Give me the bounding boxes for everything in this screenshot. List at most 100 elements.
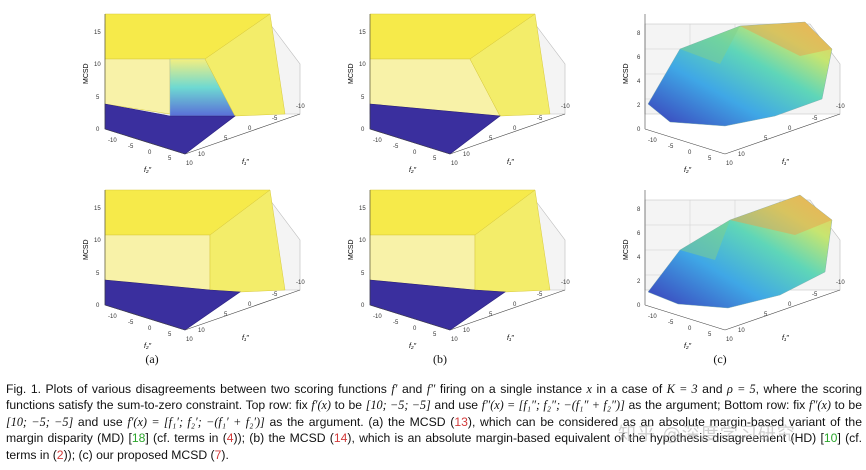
equation-ref-link[interactable]: 4: [226, 431, 234, 446]
x-tick: -10: [108, 314, 117, 320]
equation-ref-link[interactable]: 2: [56, 447, 64, 462]
x-tick: -10: [108, 138, 117, 144]
caption-text: ] (cf. terms in (: [145, 431, 227, 446]
caption-text: ).: [221, 447, 229, 462]
y-tick: -5: [537, 116, 543, 122]
citation-link[interactable]: 10: [823, 431, 838, 446]
x-tick: 10: [186, 337, 193, 343]
caption-math: f′(x): [311, 398, 331, 413]
equation-ref-link[interactable]: 13: [454, 414, 468, 429]
caption-math: x: [586, 382, 592, 396]
caption-math: f′(x) = [f₁′; f₂′; −(f₁′ + f₂′)]: [127, 414, 265, 429]
caption-text: ] (cf. terms in (: [6, 431, 863, 462]
y-tick: 5: [489, 136, 493, 142]
caption-math: f″(x): [808, 398, 831, 413]
y-tick: -10: [561, 104, 570, 110]
y-tick: 5: [764, 136, 768, 142]
figure-caption: Fig. 1. Plots of various disagreements b…: [6, 381, 862, 463]
z-tick: 2: [637, 279, 641, 285]
x-tick: 0: [688, 150, 692, 156]
surface-plot: MCSD 0 5 10 15 -10 -5 0 5 10 -10 -5 0 5 …: [83, 13, 305, 174]
x-tick: 0: [688, 326, 692, 332]
z-tick: 0: [361, 127, 365, 133]
caption-text: and: [397, 382, 427, 396]
y-tick: 0: [788, 302, 792, 308]
plot-b-bottom: MCSD 0 5 10 15 -10 -5 0 5 10 -10 -5 0 5 …: [325, 180, 575, 350]
z-tick: 5: [96, 271, 100, 277]
z-tick: 8: [637, 207, 641, 213]
z-tick: 6: [637, 55, 641, 61]
caption-text: to be: [830, 398, 862, 413]
x-tick: 5: [708, 332, 712, 338]
citation-link[interactable]: 18: [131, 431, 146, 446]
x-tick: -5: [128, 320, 134, 326]
figure-grid: MCSD 0 5 10 15 -10 -5 0 5 10 -10 -5 0 5 …: [60, 4, 845, 366]
watermark: 知乎 @深度学习研究: [618, 424, 796, 445]
z-axis-label: MCSD: [83, 63, 90, 84]
x-tick: -10: [373, 138, 382, 144]
x-tick: -5: [668, 144, 674, 150]
x-tick: 10: [186, 161, 193, 167]
caption-text: ), which can be considered as an absolut…: [6, 414, 862, 446]
y-tick: -10: [836, 280, 845, 286]
x-tick: 5: [168, 156, 172, 162]
caption-text: and: [697, 382, 728, 396]
x-tick: -10: [648, 138, 657, 144]
z-tick: 10: [359, 62, 366, 68]
x-tick: 5: [433, 332, 437, 338]
x-tick: -10: [373, 314, 382, 320]
equation-ref-link[interactable]: 14: [333, 431, 348, 446]
z-axis-label: MCSD: [623, 239, 630, 260]
y-tick: 0: [248, 302, 252, 308]
z-tick: 4: [637, 255, 641, 261]
y-axis-label: f₁″: [782, 159, 789, 166]
z-tick: 0: [96, 127, 100, 133]
y-tick: 10: [738, 328, 745, 334]
sublabel-c: (c): [713, 352, 727, 366]
y-tick: 0: [513, 126, 517, 132]
caption-text: to be: [331, 398, 366, 413]
caption-math: f″(x) = [f₁″; f₂″; −(f₁″ + f₂″)]: [481, 398, 625, 413]
caption-text: and use: [430, 398, 482, 413]
y-tick: 5: [489, 312, 493, 318]
z-tick: 5: [361, 95, 365, 101]
caption-math: [10; −5; −5]: [365, 398, 431, 413]
plot-b-top: MCSD 0 5 10 15 -10 -5 0 5 10 -10 -5 0 5 …: [325, 4, 575, 174]
caption-text: in a case of: [591, 382, 667, 396]
y-tick: 10: [198, 328, 205, 334]
y-tick: 5: [764, 312, 768, 318]
z-tick: 15: [359, 30, 366, 36]
x-tick: 10: [451, 337, 458, 343]
surface-plot: MCSD 0 2 4 6 8 -10 -5 0 5 10 -10 -5 0 5 …: [623, 190, 845, 350]
z-tick: 15: [94, 30, 101, 36]
plot-a-bottom: MCSD 0 5 10 15 -10 -5 0 5 10 -10 -5 0 5 …: [60, 180, 310, 350]
x-axis-label: f₂″: [684, 343, 692, 350]
caption-math: f″: [426, 382, 436, 396]
z-tick: 6: [637, 231, 641, 237]
x-axis-label: f₂″: [144, 167, 152, 174]
y-tick: 5: [224, 136, 228, 142]
equation-ref-link[interactable]: 7: [214, 447, 222, 462]
x-tick: 0: [148, 150, 152, 156]
caption-math: K = 3: [666, 382, 698, 396]
surface-plot: MCSD 0 5 10 15 -10 -5 0 5 10 -10 -5 0 5 …: [83, 189, 305, 350]
x-tick: -10: [648, 314, 657, 320]
caption-text: as the argument; Bottom row: fix: [624, 398, 809, 413]
y-tick: 10: [738, 152, 745, 158]
z-axis-label: MCSD: [623, 63, 630, 84]
y-tick: -10: [561, 280, 570, 286]
z-tick: 5: [361, 271, 365, 277]
z-tick: 0: [96, 303, 100, 309]
caption-math: [10; −5; −5]: [6, 414, 74, 429]
x-axis-label: f₂″: [409, 343, 417, 350]
x-tick: 0: [413, 150, 417, 156]
caption-text: and use: [73, 414, 128, 429]
caption-text: Fig. 1. Plots of various disagreements b…: [6, 382, 392, 396]
caption-text: firing on a single instance: [435, 382, 587, 396]
y-tick: -5: [812, 292, 818, 298]
z-axis-label: MCSD: [83, 239, 90, 260]
z-tick: 10: [359, 238, 366, 244]
y-tick: 5: [224, 312, 228, 318]
surface-plot: MCSD 0 5 10 15 -10 -5 0 5 10 -10 -5 0 5 …: [348, 189, 570, 350]
y-tick: -5: [812, 116, 818, 122]
